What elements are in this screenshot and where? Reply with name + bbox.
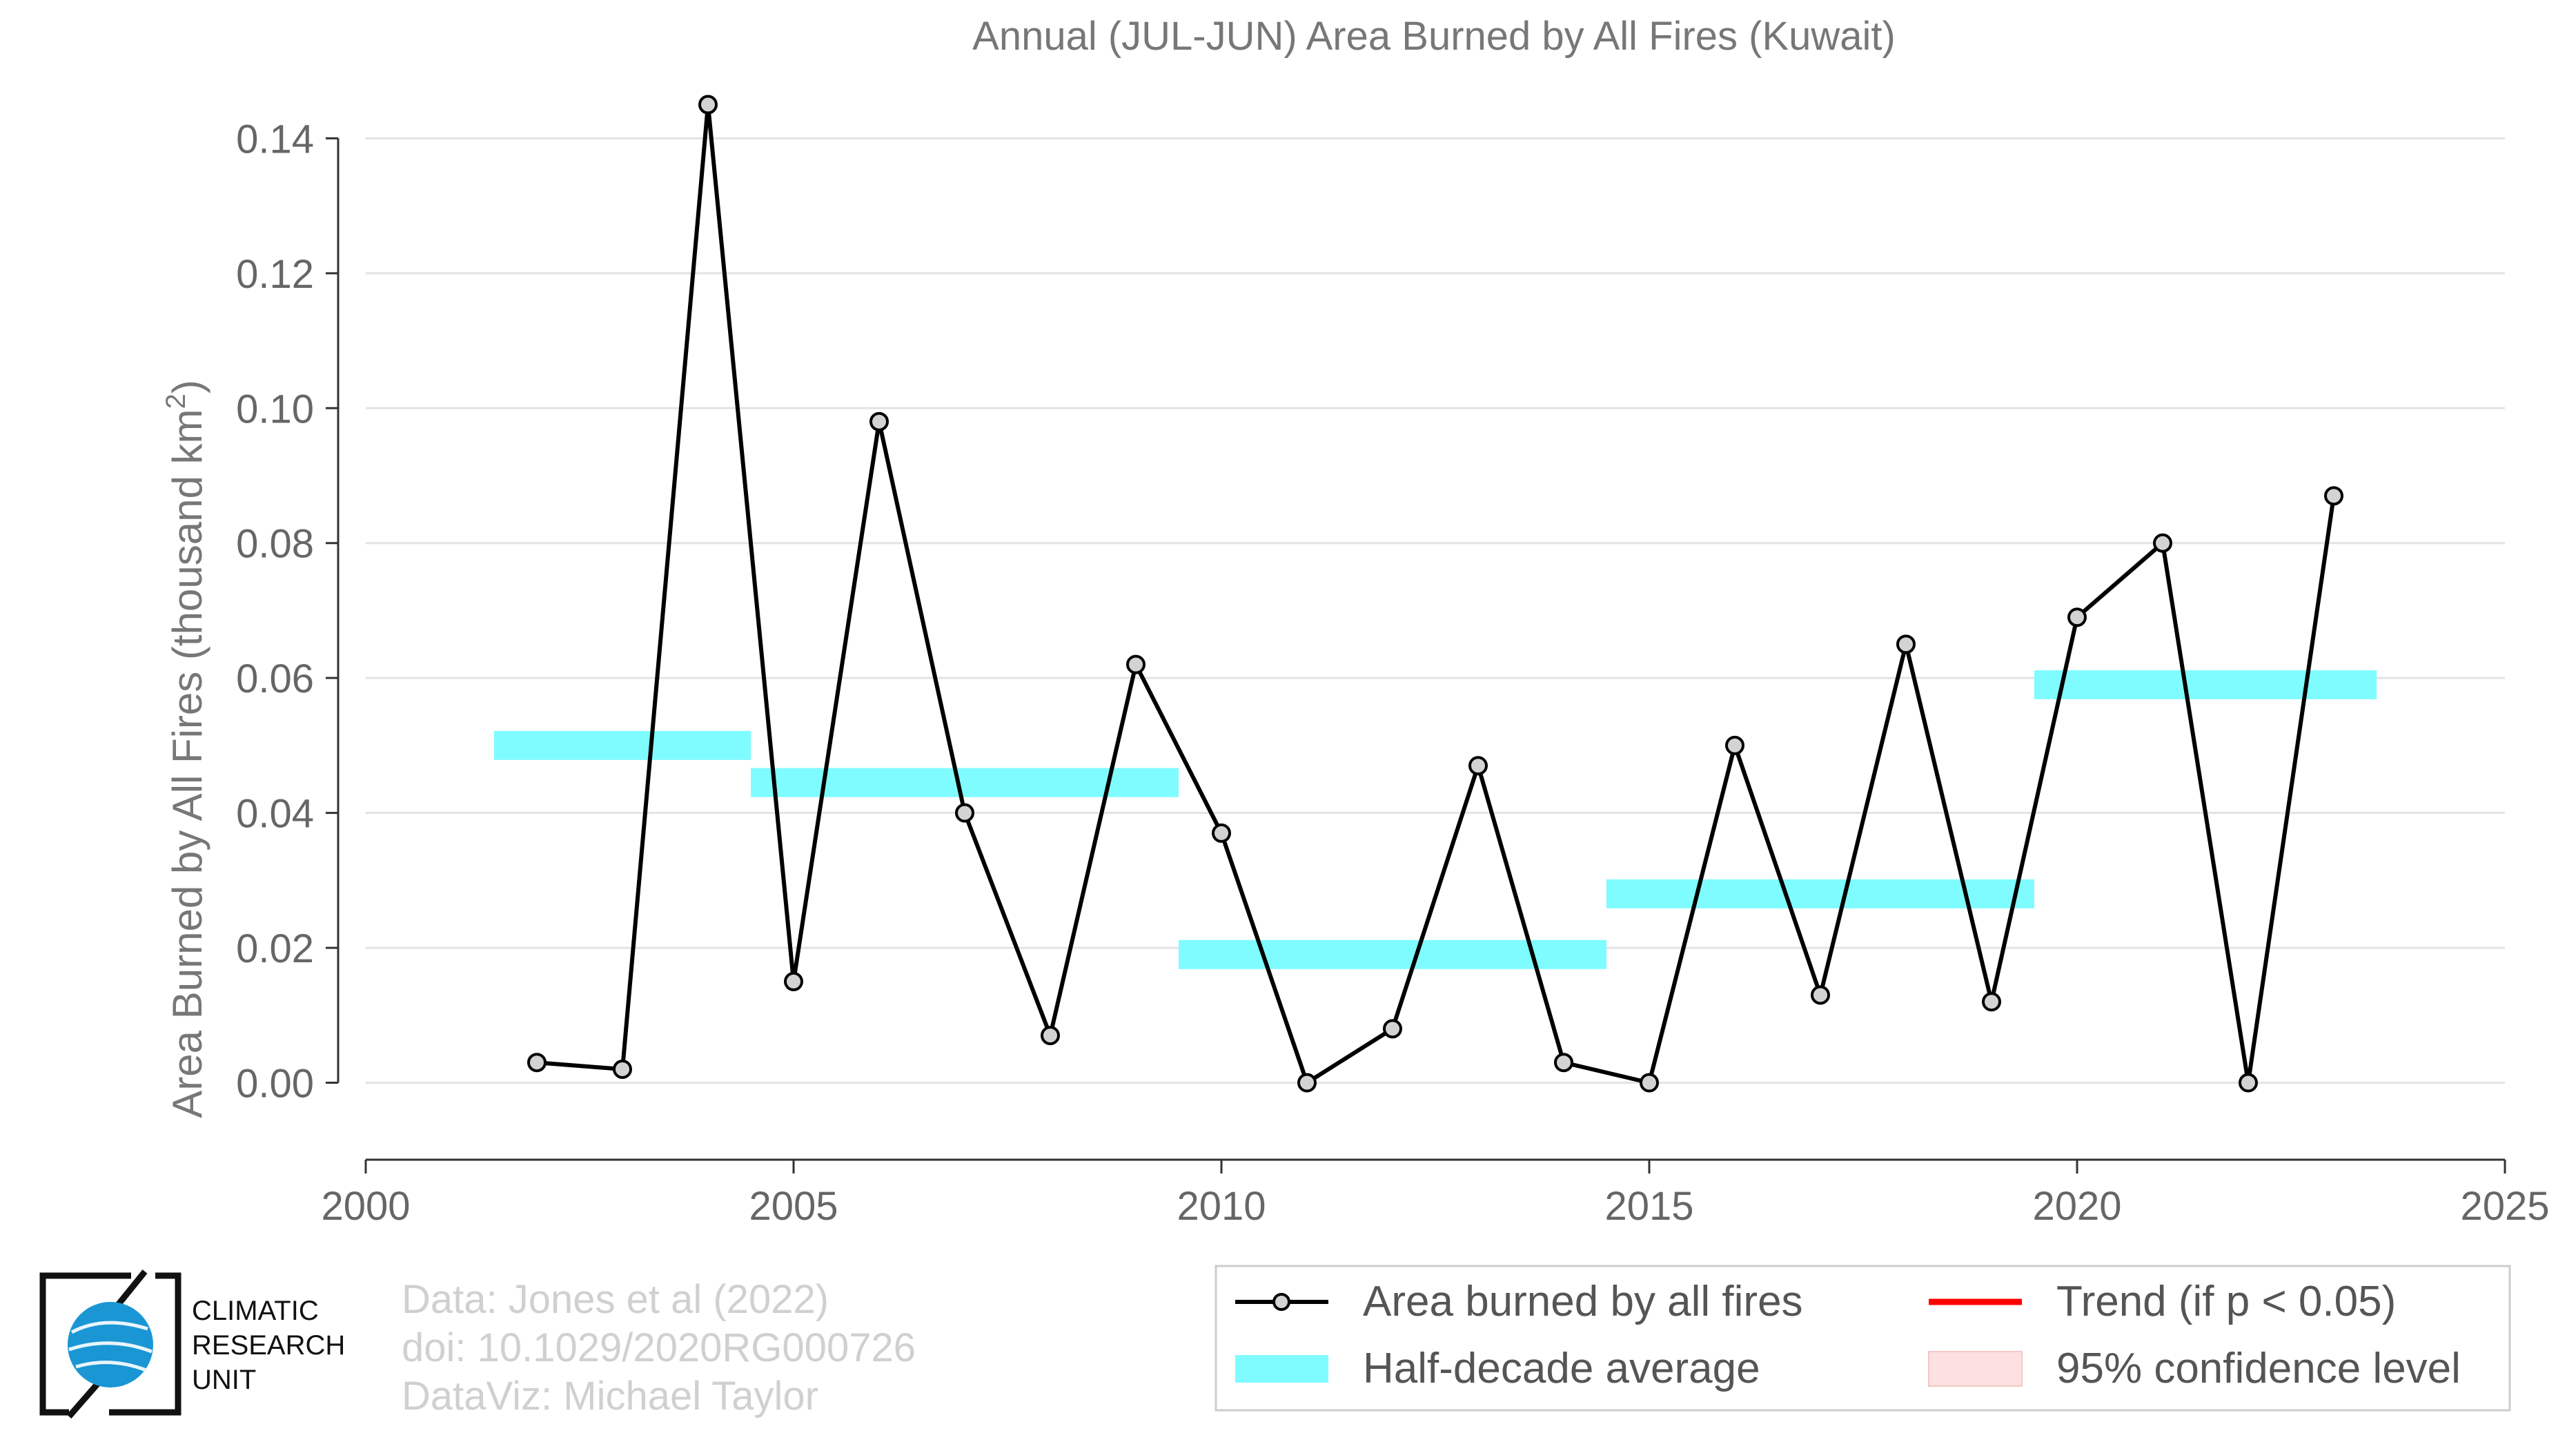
data-point <box>1982 992 2001 1012</box>
y-tick-label: 0.00 <box>236 1062 314 1107</box>
data-point <box>1041 1026 1060 1046</box>
legend-label: 95% confidence level <box>2056 1345 2461 1392</box>
data-point <box>955 803 974 823</box>
x-tick-label: 2015 <box>1604 1184 1693 1229</box>
x-tick-label: 2000 <box>321 1184 410 1229</box>
logo-text-2: RESEARCH <box>192 1330 345 1361</box>
legend-item-confidence: 95% confidence level <box>1928 1345 2461 1392</box>
data-point <box>1126 654 1146 674</box>
x-axis: 2000 2005 2010 2015 2020 2025 <box>321 1158 2550 1229</box>
y-axis-label-main: Area Burned by All Fires (thousand km <box>164 409 210 1118</box>
y-tick-label: 0.12 <box>236 252 314 297</box>
y-axis-label-suffix: ) <box>164 380 210 393</box>
globe-swirl-icon <box>68 1321 153 1372</box>
half-decade-bar <box>494 730 751 760</box>
data-point <box>2324 486 2343 506</box>
data-point <box>784 971 803 991</box>
gridlines <box>366 137 2505 1084</box>
half-decade-bar <box>1179 939 1606 969</box>
chart-title: Annual (JUL-JUN) Area Burned by All Fire… <box>972 14 1896 59</box>
data-point <box>1896 634 1916 654</box>
logo-frame-left <box>39 1272 131 1416</box>
legend-item-trend: Trend (if p < 0.05) <box>1929 1278 2396 1325</box>
x-tick-label: 2005 <box>749 1184 838 1229</box>
data-point <box>698 95 718 115</box>
legend-label: Area burned by all fires <box>1363 1278 1803 1325</box>
y-tick-label: 0.02 <box>236 926 314 971</box>
x-tick-label: 2010 <box>1177 1184 1266 1229</box>
data-point <box>1725 735 1744 755</box>
y-tick-label: 0.10 <box>236 387 314 431</box>
logo-text-1: CLIMATIC <box>192 1296 319 1326</box>
cru-logo: CLIMATIC RESEARCH UNIT <box>39 1269 345 1419</box>
credit-dataviz: DataViz: Michael Taylor <box>402 1374 818 1419</box>
data-point <box>527 1053 547 1073</box>
logo-slash-bottom <box>66 1381 101 1419</box>
data-point <box>1811 985 1830 1005</box>
data-point <box>1212 823 1231 843</box>
credit-doi: doi: 10.1029/2020RG000726 <box>402 1325 916 1370</box>
svg-text:Area Burned by All Fires (thou: Area Burned by All Fires (thousand km2) <box>161 380 210 1118</box>
legend-band-swatch <box>1235 1355 1328 1383</box>
x-tick-label: 2025 <box>2460 1184 2549 1229</box>
y-tick-label: 0.04 <box>236 792 314 837</box>
logo-frame-right <box>109 1272 181 1416</box>
legend-marker-swatch <box>1272 1293 1290 1311</box>
y-axis: 0.00 0.02 0.04 0.06 0.08 0.10 0.12 0.14 <box>236 117 340 1107</box>
legend-box <box>1215 1265 2511 1412</box>
x-tick-label: 2020 <box>2032 1184 2121 1229</box>
logo-slash-top <box>113 1269 148 1309</box>
legend-item-area-burned: Area burned by all fires <box>1235 1278 1803 1325</box>
y-tick-label: 0.14 <box>236 117 314 162</box>
y-axis-label-superscript: 2 <box>161 393 191 409</box>
credit-data: Data: Jones et al (2022) <box>402 1277 829 1322</box>
legend-label: Trend (if p < 0.05) <box>2056 1278 2396 1325</box>
data-point <box>2239 1073 2258 1093</box>
data-point <box>2153 533 2172 553</box>
y-tick-label: 0.08 <box>236 522 314 567</box>
data-point <box>869 411 889 431</box>
data-point <box>2067 607 2087 627</box>
y-tick-label: 0.06 <box>236 656 314 701</box>
logo-text-3: UNIT <box>192 1365 256 1395</box>
data-point <box>1468 756 1488 776</box>
data-point <box>1383 1019 1402 1039</box>
half-decade-bar <box>2034 670 2377 699</box>
series-line <box>536 102 2336 1085</box>
legend-label: Half-decade average <box>1363 1345 1760 1392</box>
data-point <box>1640 1073 1659 1093</box>
data-point <box>613 1059 632 1079</box>
y-axis-label: Area Burned by All Fires (thousand km2) <box>161 380 210 1118</box>
legend: Area burned by all fires Trend (if p < 0… <box>1215 1265 2511 1412</box>
half-decade-bar <box>751 768 1179 797</box>
legend-ci-swatch <box>1928 1351 2023 1387</box>
series-area-burned <box>527 95 2343 1093</box>
data-point <box>1554 1053 1573 1073</box>
legend-item-half-decade: Half-decade average <box>1235 1345 1760 1392</box>
data-point <box>1297 1073 1317 1093</box>
